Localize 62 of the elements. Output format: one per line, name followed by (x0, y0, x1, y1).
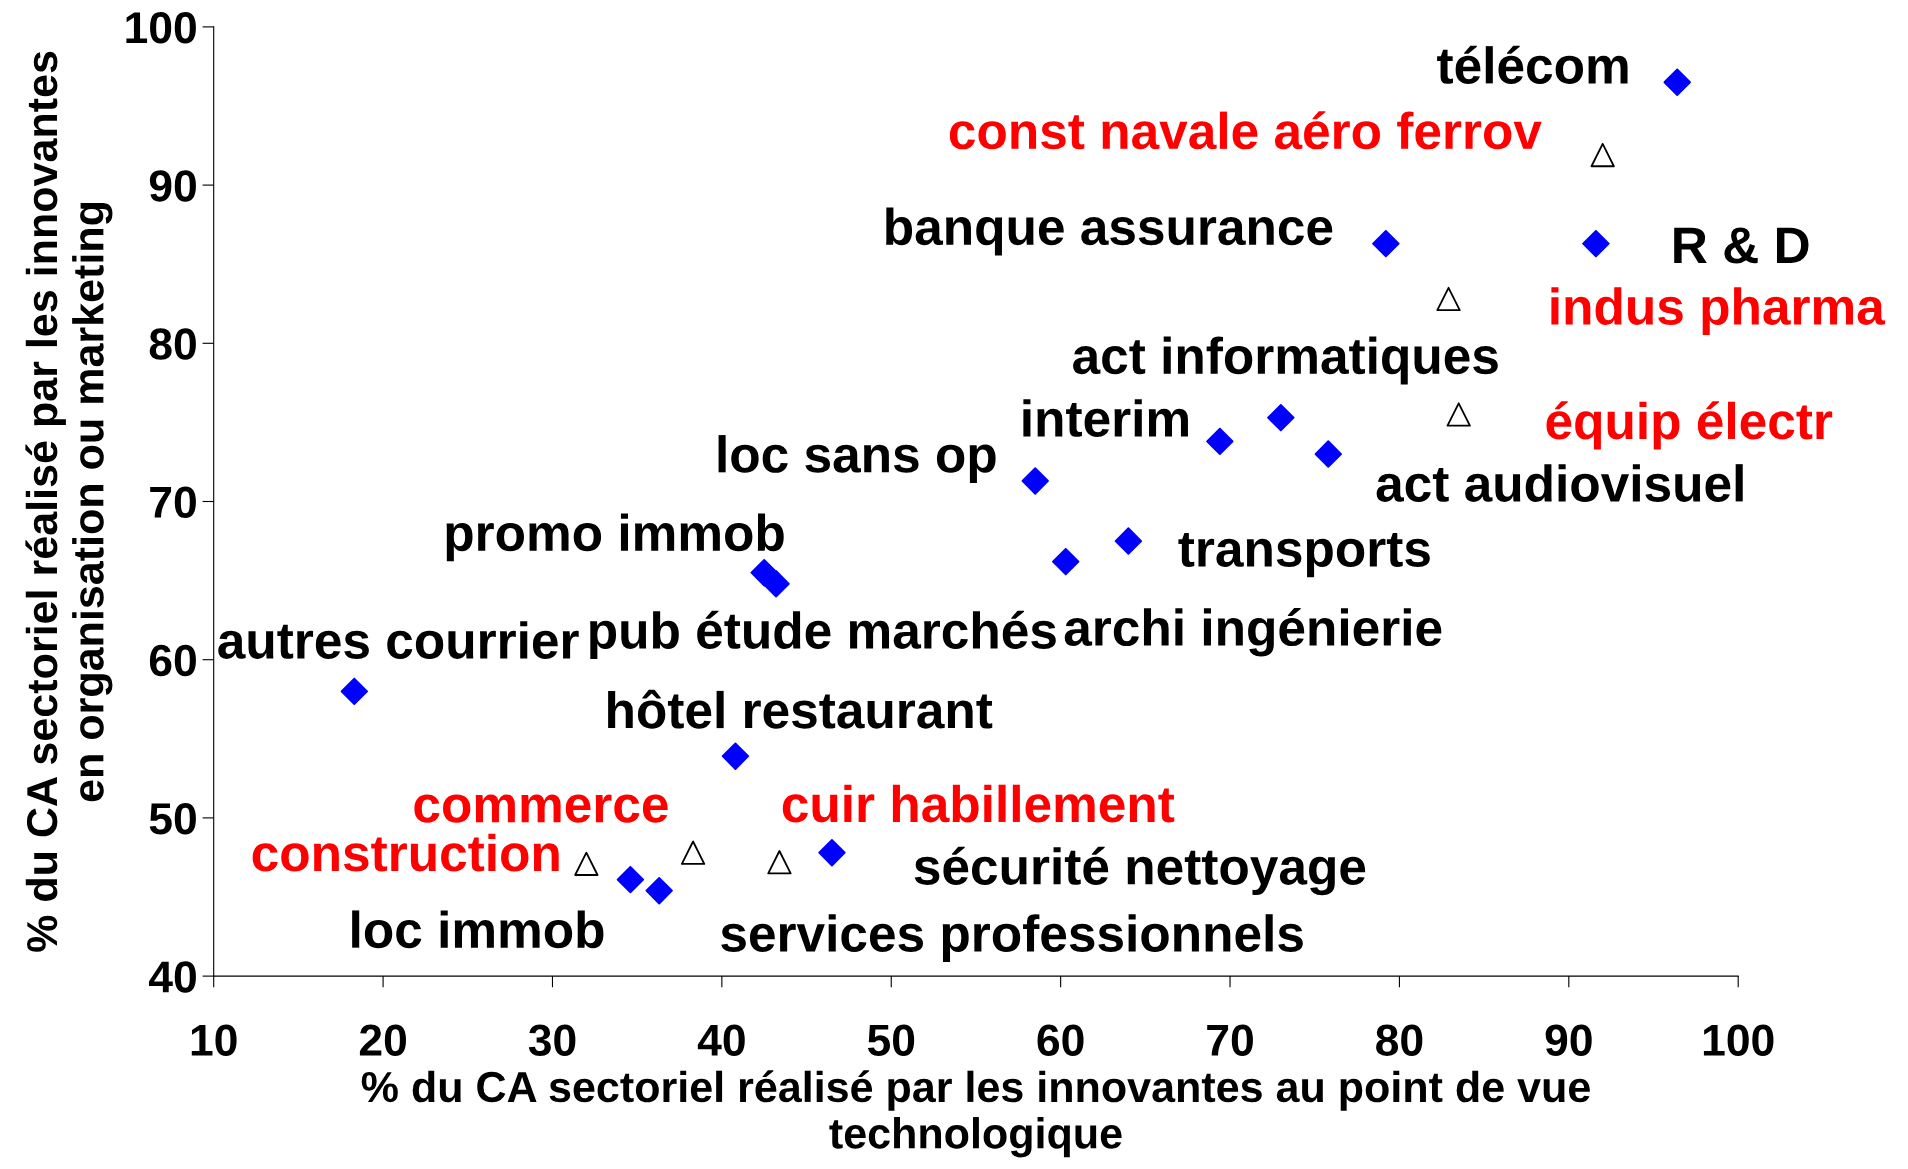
x-tick-label: 80 (1376, 1024, 1423, 1056)
data-label: act informatiques (1073, 336, 1498, 385)
point (1663, 68, 1691, 96)
point (1052, 547, 1080, 576)
point (680, 840, 706, 865)
point (1021, 467, 1049, 495)
data-label: archi ingénierie (1064, 607, 1442, 657)
point (1267, 403, 1295, 432)
data-label: transports (1178, 532, 1430, 578)
data-label: construction (252, 833, 559, 872)
point (1582, 229, 1610, 258)
data-label: R & D (1674, 227, 1809, 264)
data-label: autres courrier (218, 621, 579, 659)
x-tick-label: 20 (359, 1024, 406, 1056)
x-tick-label: 10 (191, 1024, 237, 1056)
data-label: banque assurance (886, 207, 1333, 256)
x-axis-title: % du CA sectoriel réalisé par les innovantes au point de vue technologique (361, 1070, 1590, 1158)
y-tick-label: 40 (148, 961, 196, 993)
point (574, 851, 599, 876)
data-label: télécom (1437, 45, 1628, 84)
x-tick-label: 40 (697, 1024, 745, 1056)
point (767, 850, 792, 875)
data-label: cuir habillement (782, 784, 1175, 823)
point (1436, 286, 1461, 312)
data-label: act audiovisuel (1376, 464, 1743, 502)
x-tick-label: 50 (867, 1024, 915, 1056)
point (818, 839, 846, 867)
data-label: promo immob (446, 513, 784, 562)
data-label: hôtel restaurant (608, 689, 993, 729)
data-label: const navale aéro ferrov (949, 111, 1542, 150)
point (616, 865, 645, 894)
y-tick-label: 90 (149, 170, 196, 202)
point (1314, 440, 1342, 468)
point (340, 677, 368, 706)
data-label: pub étude marchés (590, 610, 1056, 660)
data-label: services professionnels (721, 914, 1303, 963)
x-tick-label: 70 (1207, 1024, 1253, 1056)
point (1446, 402, 1471, 427)
data-label: sécurité nettoyage (914, 846, 1366, 896)
data-label: indus pharma (1551, 287, 1886, 336)
x-tick-label: 30 (528, 1024, 576, 1057)
data-label: loc immob (352, 910, 604, 949)
y-tick-label: 50 (149, 802, 196, 835)
point (1372, 229, 1400, 258)
y-tick-label: 70 (150, 486, 196, 519)
x-tick-label: 60 (1037, 1024, 1084, 1056)
x-tick-label: 90 (1545, 1024, 1592, 1056)
y-tick-label: 100 (126, 11, 196, 44)
point (721, 742, 750, 770)
y-tick-label: 80 (149, 328, 196, 360)
data-label: commerce (414, 794, 668, 823)
y-axis-title: % du CA sectoriel réalisé par les innovantes en organisation ou marketing (25, 51, 113, 952)
data-label: interim (1023, 399, 1188, 437)
x-tick-label: 100 (1703, 1024, 1774, 1056)
y-tick-label: 60 (149, 644, 196, 677)
point (1206, 427, 1234, 456)
point (1114, 527, 1143, 555)
point (762, 570, 790, 598)
data-label: équip électr (1546, 401, 1833, 450)
point (645, 876, 673, 905)
point (1590, 142, 1615, 168)
data-label: loc sans op (718, 435, 996, 483)
